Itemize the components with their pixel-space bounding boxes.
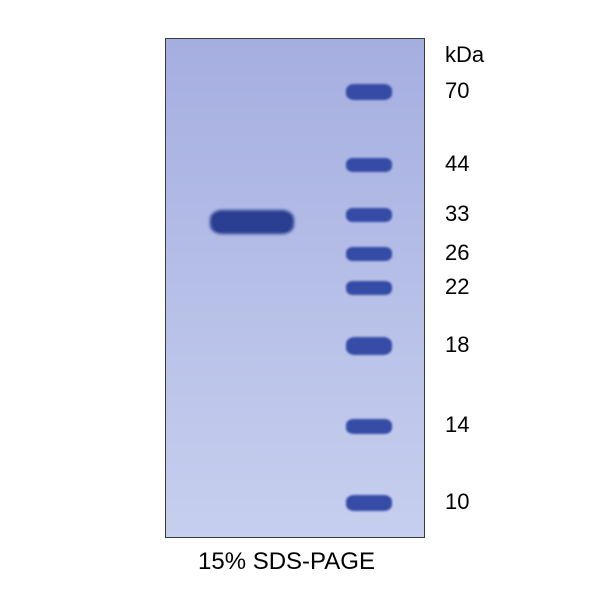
axis-tick-26: 26	[445, 240, 469, 266]
band-m22	[348, 283, 390, 293]
band-m70	[348, 86, 390, 98]
band-m33	[348, 210, 390, 220]
axis-tick-18: 18	[445, 332, 469, 358]
band-sample-main	[213, 213, 291, 231]
band-m10	[348, 497, 390, 509]
axis-tick-33: 33	[445, 201, 469, 227]
axis-kda-header: kDa	[445, 42, 484, 68]
axis-tick-70: 70	[445, 78, 469, 104]
axis-tick-14: 14	[445, 412, 469, 438]
gel-frame	[165, 38, 425, 538]
figure-canvas: kDa 15% SDS-PAGE 70 44 33 26 22 18 14 10	[0, 0, 600, 600]
band-m18	[348, 339, 390, 353]
band-m14	[348, 421, 390, 432]
axis-tick-22: 22	[445, 274, 469, 300]
axis-tick-10: 10	[445, 489, 469, 515]
band-m26	[348, 249, 390, 259]
band-m44	[348, 160, 390, 170]
axis-tick-44: 44	[445, 151, 469, 177]
figure-caption: 15% SDS-PAGE	[198, 548, 375, 576]
